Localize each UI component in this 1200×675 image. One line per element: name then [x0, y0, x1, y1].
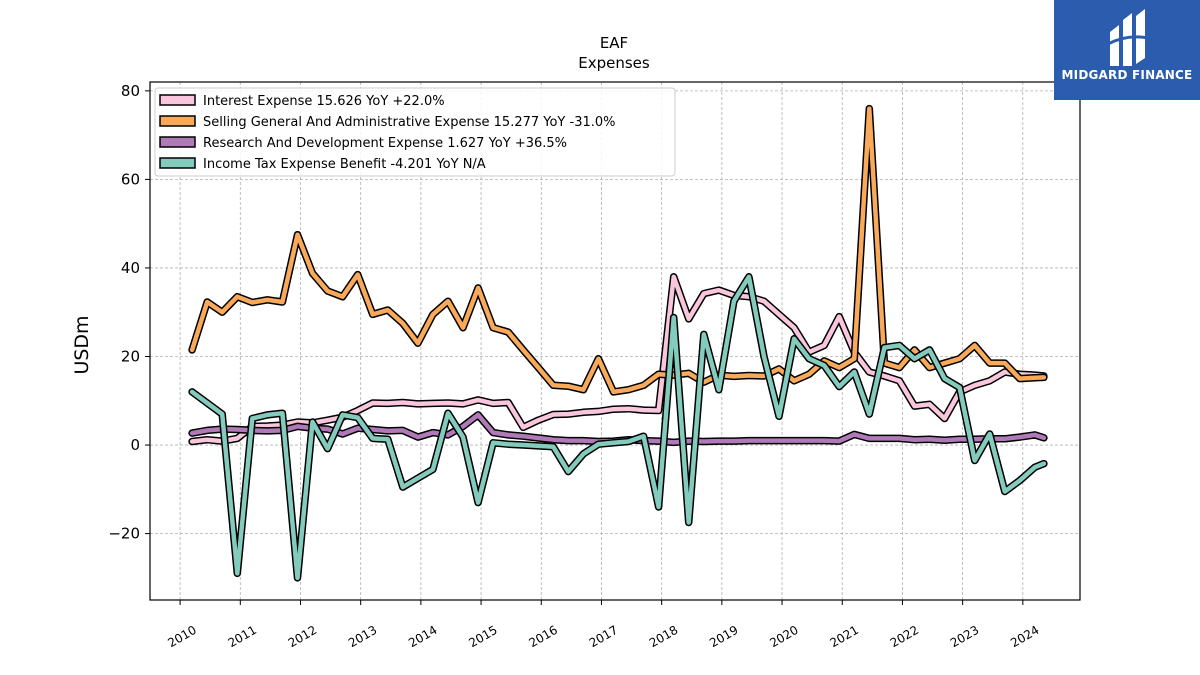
x-tick-label: 2012 [286, 623, 319, 650]
legend-label: Selling General And Administrative Expen… [203, 115, 616, 130]
series-4 [188, 273, 1048, 582]
x-tick-label: 2015 [466, 623, 499, 650]
x-tick-label: 2016 [527, 623, 560, 650]
y-tick-label: 40 [121, 259, 140, 277]
chart-subtitle: Expenses [578, 54, 650, 72]
brand-name: MIDGARD FINANCE [1061, 68, 1193, 82]
x-tick-label: 2020 [767, 623, 800, 650]
legend-swatch [159, 115, 196, 127]
legend-box [154, 87, 676, 177]
chart-title: EAF [600, 34, 628, 52]
series-line [189, 274, 1047, 444]
series-line [189, 274, 1047, 581]
series-2 [188, 104, 1048, 396]
legend-label: Interest Expense 15.626 YoY +22.0% [203, 94, 445, 109]
x-tick-label: 2021 [828, 623, 861, 650]
x-tick-label: 2022 [888, 623, 921, 650]
y-axis-label: USDm [71, 315, 93, 374]
x-tick-label: 2017 [587, 623, 620, 650]
y-tick-label: 80 [121, 82, 140, 100]
x-tick-label: 2024 [1008, 623, 1041, 650]
legend-swatch [159, 157, 196, 169]
brand-logo: MIDGARD FINANCE [1054, 0, 1200, 100]
y-tick-label: 0 [130, 436, 140, 454]
x-tick-label: 2013 [346, 623, 379, 650]
y-tick-label: −20 [108, 525, 140, 543]
y-tick-label: 20 [121, 347, 140, 365]
y-tick-label: 60 [121, 170, 140, 188]
brand-mark-icon [1107, 9, 1149, 66]
legend-swatch [159, 136, 196, 148]
legend-swatch [159, 94, 196, 106]
legend: Interest Expense 15.626 YoY +22.0% Sellin… [154, 87, 676, 177]
series-1 [188, 273, 1048, 446]
x-tick-label: 2023 [948, 623, 981, 650]
plot-frame [149, 81, 1081, 601]
x-tick-label: 2011 [226, 623, 259, 650]
x-tick-label: 2018 [647, 623, 680, 650]
legend-label: Research And Development Expense 1.627 Y… [203, 136, 567, 151]
legend-label: Income Tax Expense Benefit -4.201 YoY N/… [203, 157, 486, 172]
series-line [189, 106, 1047, 395]
x-tick-label: 2019 [707, 623, 740, 650]
x-tick-label: 2014 [406, 623, 439, 650]
x-tick-label: 2010 [165, 623, 198, 650]
series-lines [188, 104, 1048, 582]
